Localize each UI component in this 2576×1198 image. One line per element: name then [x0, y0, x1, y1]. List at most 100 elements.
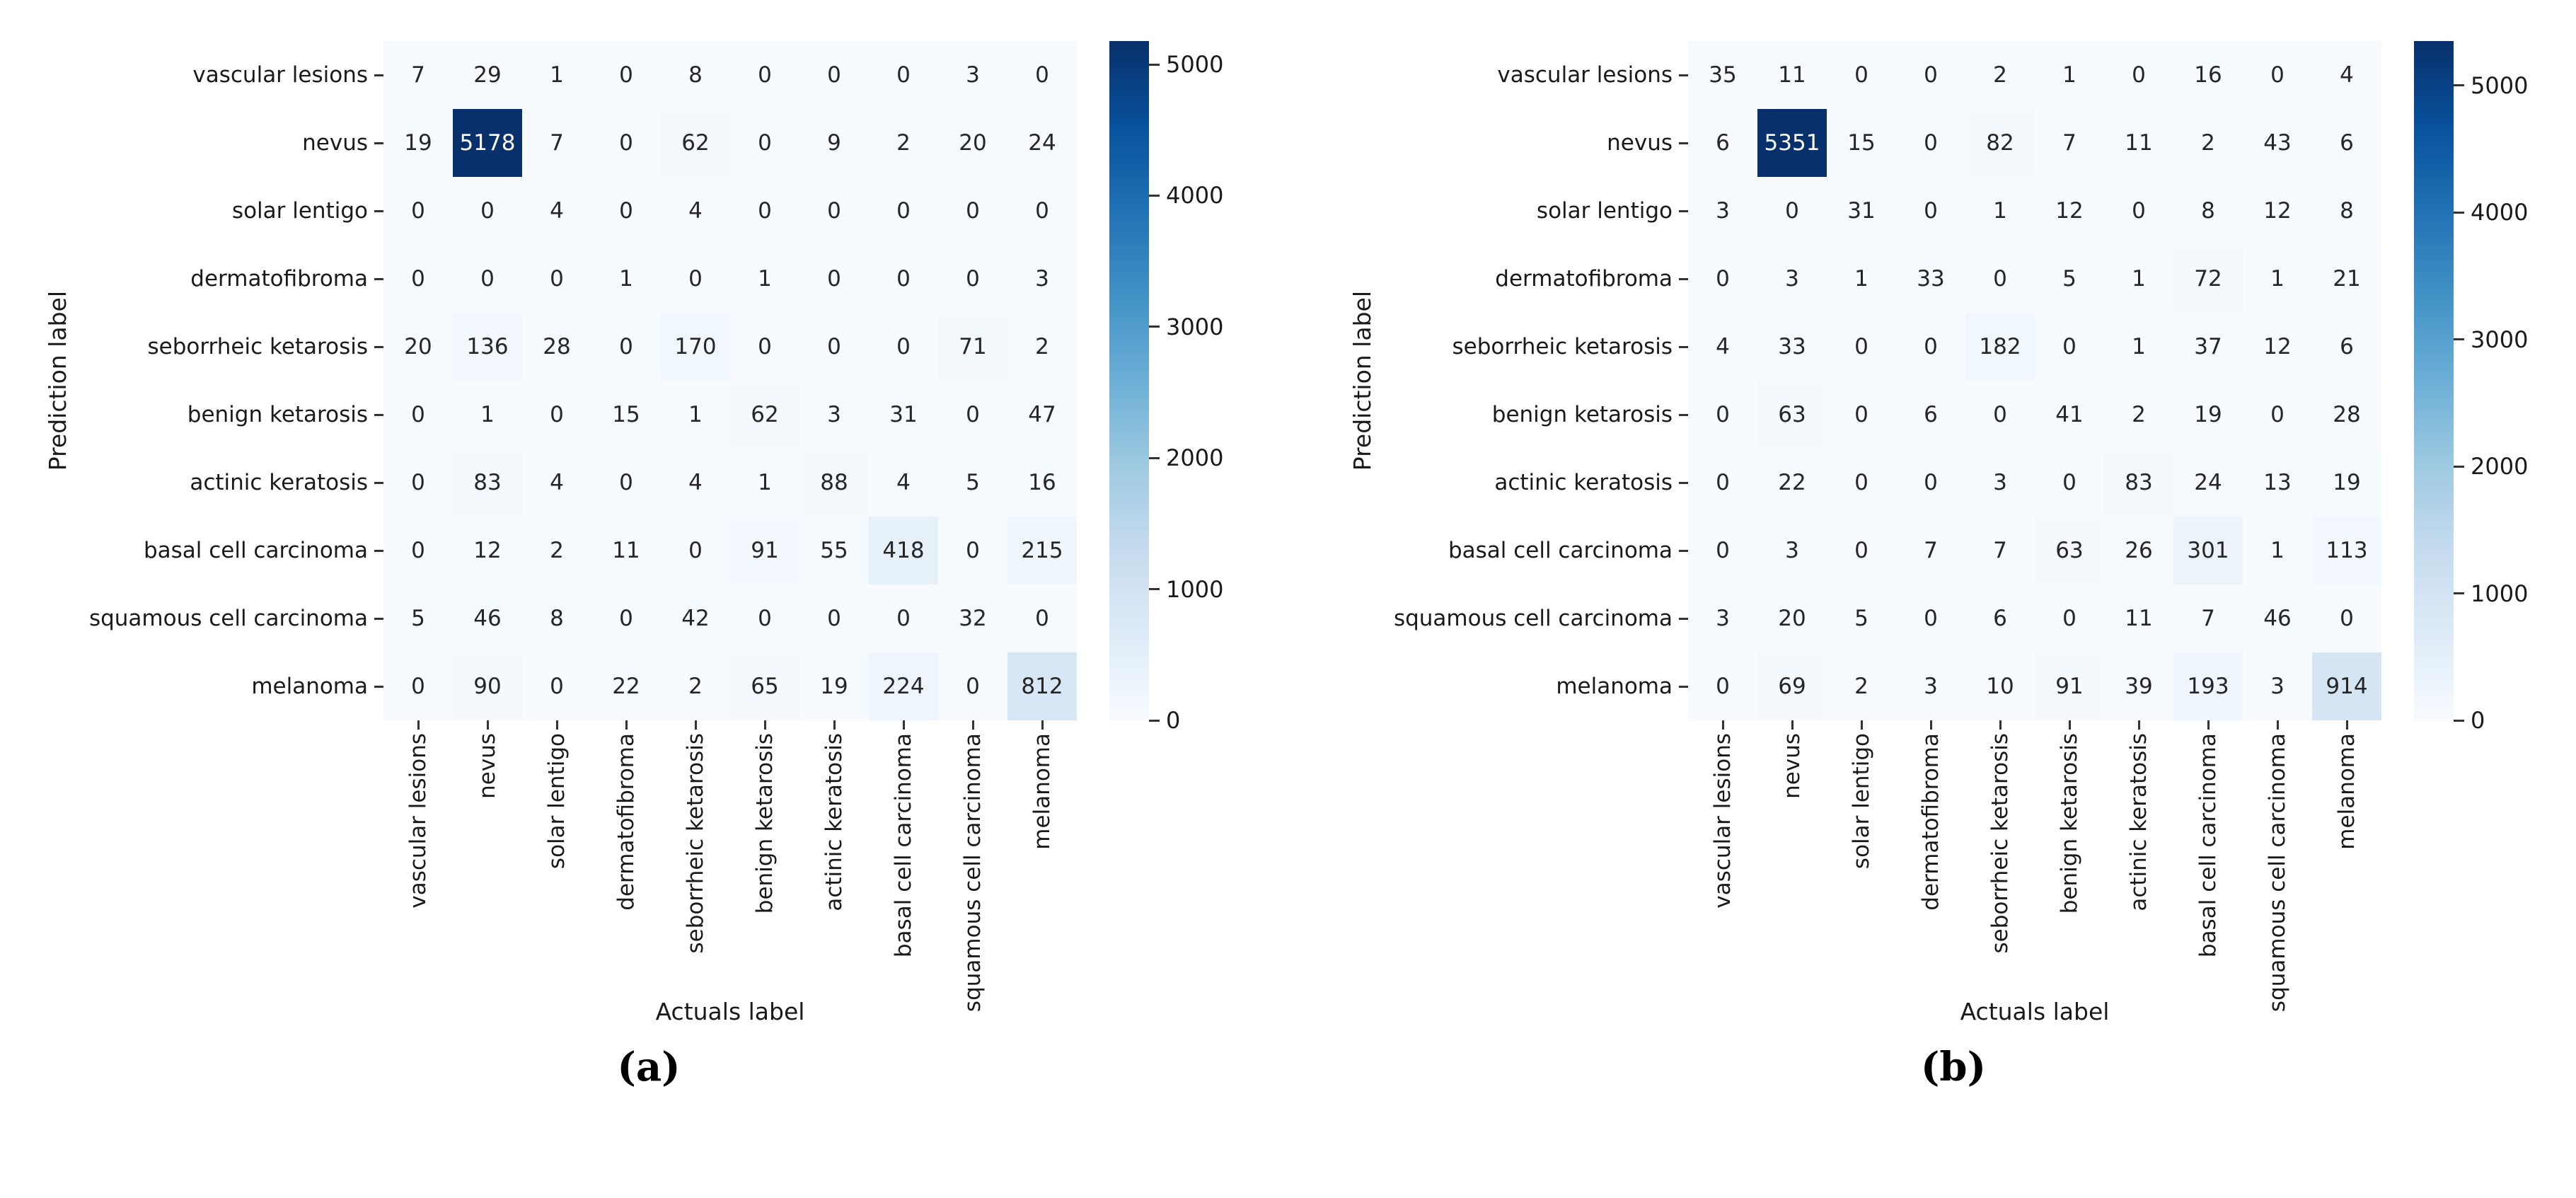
column-tick-label-text: vascular lesions — [405, 733, 431, 909]
colorbar-tick: 1000 — [2454, 580, 2528, 607]
heatmap-cell: 8 — [522, 584, 591, 652]
heatmap-cell: 43 — [2243, 109, 2312, 177]
colorbar-gradient — [1109, 41, 1149, 720]
heatmap-cell: 1 — [591, 245, 661, 313]
tick-mark — [763, 720, 766, 730]
heatmap-cell: 0 — [2035, 313, 2104, 381]
colorbar-tick-label: 1000 — [2471, 580, 2529, 607]
colorbar-tick: 0 — [1149, 707, 1180, 734]
colorbar: 0 1000 2000 3000 4000 5000 — [1109, 41, 1266, 734]
heatmap-cell: 0 — [1896, 109, 1965, 177]
row-tick-label-text: benign ketarosis — [187, 402, 368, 427]
confusion-matrix-panel-b: Prediction label vascular lesions nevus so… — [1336, 41, 2570, 1198]
tick-mark — [2068, 720, 2071, 730]
tick-mark — [2454, 465, 2464, 468]
row-tick-label-text: squamous cell carcinoma — [1393, 606, 1673, 631]
heatmap-cell: 1 — [2035, 41, 2104, 109]
tick-mark — [1679, 617, 1688, 620]
panel-caption-a: (a) — [617, 1044, 681, 1090]
heatmap-cell: 0 — [591, 41, 661, 109]
row-tick-label-text: actinic keratosis — [1494, 470, 1673, 495]
column-tick-label: squamous cell carcinoma — [938, 720, 1007, 1012]
column-tick-label: solar lentigo — [522, 720, 591, 1012]
heatmap-cell: 62 — [661, 109, 730, 177]
heatmap-cell: 7 — [2035, 109, 2104, 177]
tick-mark — [625, 720, 628, 730]
column-tick-label: solar lentigo — [1827, 720, 1896, 1012]
heatmap-cell: 6 — [2312, 313, 2381, 381]
tick-mark — [1149, 588, 1160, 591]
heatmap-cell: 11 — [591, 517, 661, 584]
colorbar-tick-label: 2000 — [1166, 444, 1224, 472]
heatmap-cell: 6 — [1688, 109, 1757, 177]
heatmap-cell: 6 — [1896, 381, 1965, 449]
tick-mark — [2276, 720, 2279, 730]
row-tick-label: actinic keratosis — [1387, 449, 1688, 517]
colorbar-gradient — [2414, 41, 2454, 720]
heatmap-cell: 15 — [591, 381, 661, 449]
column-tick-label: seborrheic ketarosis — [1965, 720, 2035, 1012]
heatmap-cell: 12 — [2035, 177, 2104, 245]
row-tick-label-text: nevus — [1607, 130, 1673, 156]
heatmap-cell: 4 — [661, 449, 730, 517]
heatmap-cell: 113 — [2312, 517, 2381, 584]
column-tick-label: dermatofibroma — [1896, 720, 1965, 1012]
row-tick-label-text: vascular lesions — [192, 62, 368, 88]
row-tick-label: nevus — [1387, 109, 1688, 177]
heatmap-cell: 37 — [2173, 313, 2243, 381]
column-tick-label-text: dermatofibroma — [613, 733, 639, 911]
heatmap-column: 7 29 1 0 8 0 0 0 3 0 19 5178 7 0 62 0 9 2 20 24 0 0 4 0 4 0 0 0 0 0 0 0… — [383, 41, 1077, 1025]
heatmap-cell: 0 — [799, 245, 869, 313]
heatmap-cell: 1 — [730, 449, 799, 517]
heatmap-cell: 0 — [938, 245, 1007, 313]
heatmap-cell: 0 — [2035, 449, 2104, 517]
heatmap-cell: 13 — [2243, 449, 2312, 517]
column-tick-label: basal cell carcinoma — [869, 720, 938, 1012]
heatmap-cell: 0 — [453, 177, 522, 245]
heatmap-cell: 4 — [2312, 41, 2381, 109]
heatmap-cell: 0 — [869, 584, 938, 652]
row-tick-label-text: actinic keratosis — [190, 470, 368, 495]
column-tick-label-text: squamous cell carcinoma — [960, 733, 986, 1013]
heatmap-cell: 7 — [2173, 584, 2243, 652]
heatmap-cell: 83 — [453, 449, 522, 517]
row-tick-label-text: solar lentigo — [1536, 198, 1673, 224]
column-tick-label: basal cell carcinoma — [2173, 720, 2243, 1012]
heatmap-cell: 26 — [2104, 517, 2173, 584]
tick-mark — [1679, 549, 1688, 552]
heatmap-cell: 82 — [1965, 109, 2035, 177]
panel-b-plot-area: Prediction label vascular lesions nevus so… — [1336, 41, 2570, 1025]
heatmap-cell: 65 — [730, 652, 799, 720]
tick-mark — [2207, 720, 2210, 730]
row-tick-label: nevus — [83, 109, 383, 177]
heatmap-cell: 0 — [1896, 177, 1965, 245]
heatmap-cell: 0 — [522, 381, 591, 449]
confusion-matrix-panel-a: Prediction label vascular lesions nevus so… — [32, 41, 1266, 1198]
heatmap-cell: 46 — [453, 584, 522, 652]
heatmap-cell: 1 — [2243, 245, 2312, 313]
column-tick-label-text: benign ketarosis — [752, 733, 778, 914]
heatmap-cell: 19 — [2312, 449, 2381, 517]
heatmap-cell: 0 — [1688, 381, 1757, 449]
tick-mark — [1679, 413, 1688, 416]
column-tick-label: vascular lesions — [1688, 720, 1757, 1012]
heatmap-cell: 1 — [1965, 177, 2035, 245]
heatmap-cell: 3 — [1688, 177, 1757, 245]
heatmap-cell: 0 — [1827, 449, 1896, 517]
heatmap-cell: 0 — [453, 245, 522, 313]
heatmap-cell: 3 — [1688, 584, 1757, 652]
heatmap-cell: 0 — [1757, 177, 1827, 245]
heatmap-cell: 0 — [2104, 177, 2173, 245]
heatmap-cell: 63 — [2035, 517, 2104, 584]
heatmap-cell: 1 — [2104, 313, 2173, 381]
tick-mark — [374, 413, 383, 416]
colorbar-tick: 1000 — [1149, 576, 1223, 603]
heatmap-cell: 39 — [2104, 652, 2173, 720]
y-axis-label: Prediction label — [1348, 290, 1376, 471]
heatmap-cell: 0 — [799, 41, 869, 109]
row-tick-label: seborrheic ketarosis — [1387, 313, 1688, 381]
row-labels: vascular lesions nevus solar lentigo dermat… — [1387, 41, 1688, 720]
heatmap-cell: 33 — [1757, 313, 1827, 381]
heatmap-cell: 0 — [1896, 584, 1965, 652]
column-tick-label: actinic keratosis — [2104, 720, 2173, 1012]
